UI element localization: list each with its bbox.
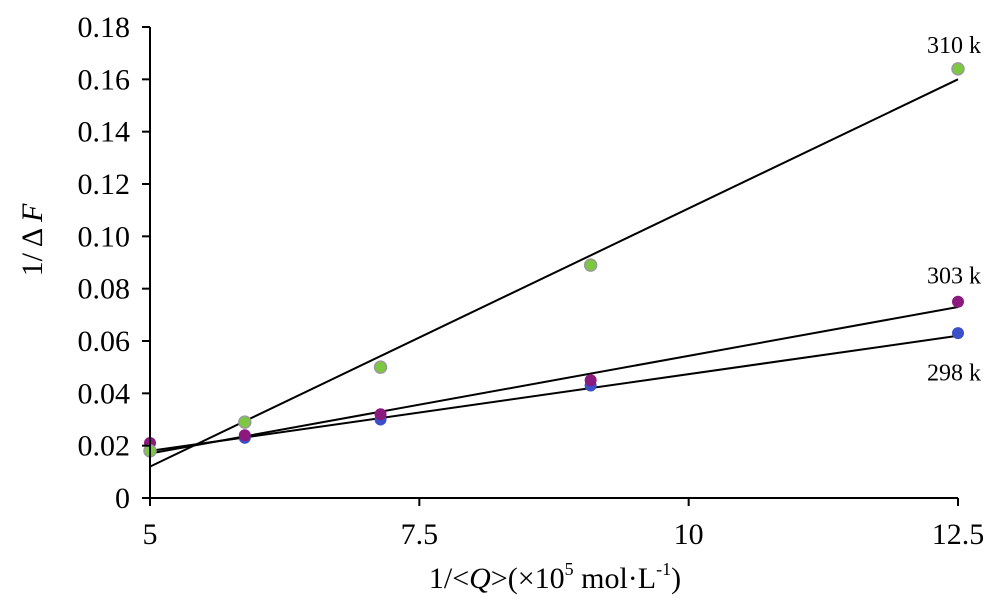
series-298-k: 298 k (144, 327, 981, 457)
y-tick-label: 0.12 (78, 168, 131, 201)
y-axis-title-f: F (16, 203, 49, 223)
series-303-k: 303 k (144, 263, 981, 455)
x-tick-label: 12.5 (932, 518, 985, 551)
data-point (583, 258, 598, 272)
data-point (952, 295, 964, 308)
y-tick-label: 0.16 (78, 63, 131, 96)
y-tick-label: 0.08 (78, 273, 131, 306)
x-axis-title-part-b: >(×10 (491, 562, 565, 595)
x-axis-title-exp: 5 (565, 559, 574, 579)
y-tick-label: 0.04 (78, 377, 131, 410)
fit-line (149, 334, 959, 452)
data-point (951, 62, 965, 76)
x-tick-label: 7.5 (401, 518, 439, 551)
ticks: 0 0.02 0.04 0.06 0.08 0.10 0.12 0.14 0.16 0.18 5 7.… (78, 11, 985, 551)
data-point (584, 374, 597, 387)
y-tick-label: 0 (115, 482, 130, 515)
y-tick-label: 0.18 (78, 11, 131, 44)
x-axis-title: 1/<Q>(×105 mol·L-1) (429, 559, 681, 595)
data-point (238, 429, 251, 442)
series-label: 303 k (927, 263, 981, 289)
y-tick-label: 0.02 (78, 430, 131, 463)
y-tick-label: 0.14 (78, 116, 131, 149)
data-point (374, 408, 387, 421)
y-tick-label: 0.06 (78, 325, 131, 358)
x-axis-title-part-a: 1/< (429, 562, 469, 595)
data-point (373, 360, 388, 374)
axes (149, 27, 958, 499)
y-axis-title: 1/ Δ F (16, 203, 49, 276)
x-tick-label: 5 (143, 518, 158, 551)
data-point (238, 415, 252, 429)
x-tick-label: 10 (674, 518, 704, 551)
data-point (952, 327, 964, 340)
x-axis-title-exp2: -1 (656, 559, 671, 579)
x-axis-title-part-c: mol·L (574, 562, 657, 595)
fit-line (149, 78, 959, 468)
y-tick-label: 0.10 (78, 220, 131, 253)
plot-area: 298 k 303 k 310 k (143, 33, 981, 468)
series-310-k: 310 k (143, 33, 981, 468)
x-axis-title-part-d: ) (671, 562, 681, 595)
fit-line (149, 305, 959, 455)
y-axis-title-part-a: 1/ Δ (16, 222, 49, 276)
series-label: 310 k (927, 33, 981, 59)
x-axis-title-q: Q (469, 562, 491, 595)
series-label: 298 k (927, 360, 981, 386)
